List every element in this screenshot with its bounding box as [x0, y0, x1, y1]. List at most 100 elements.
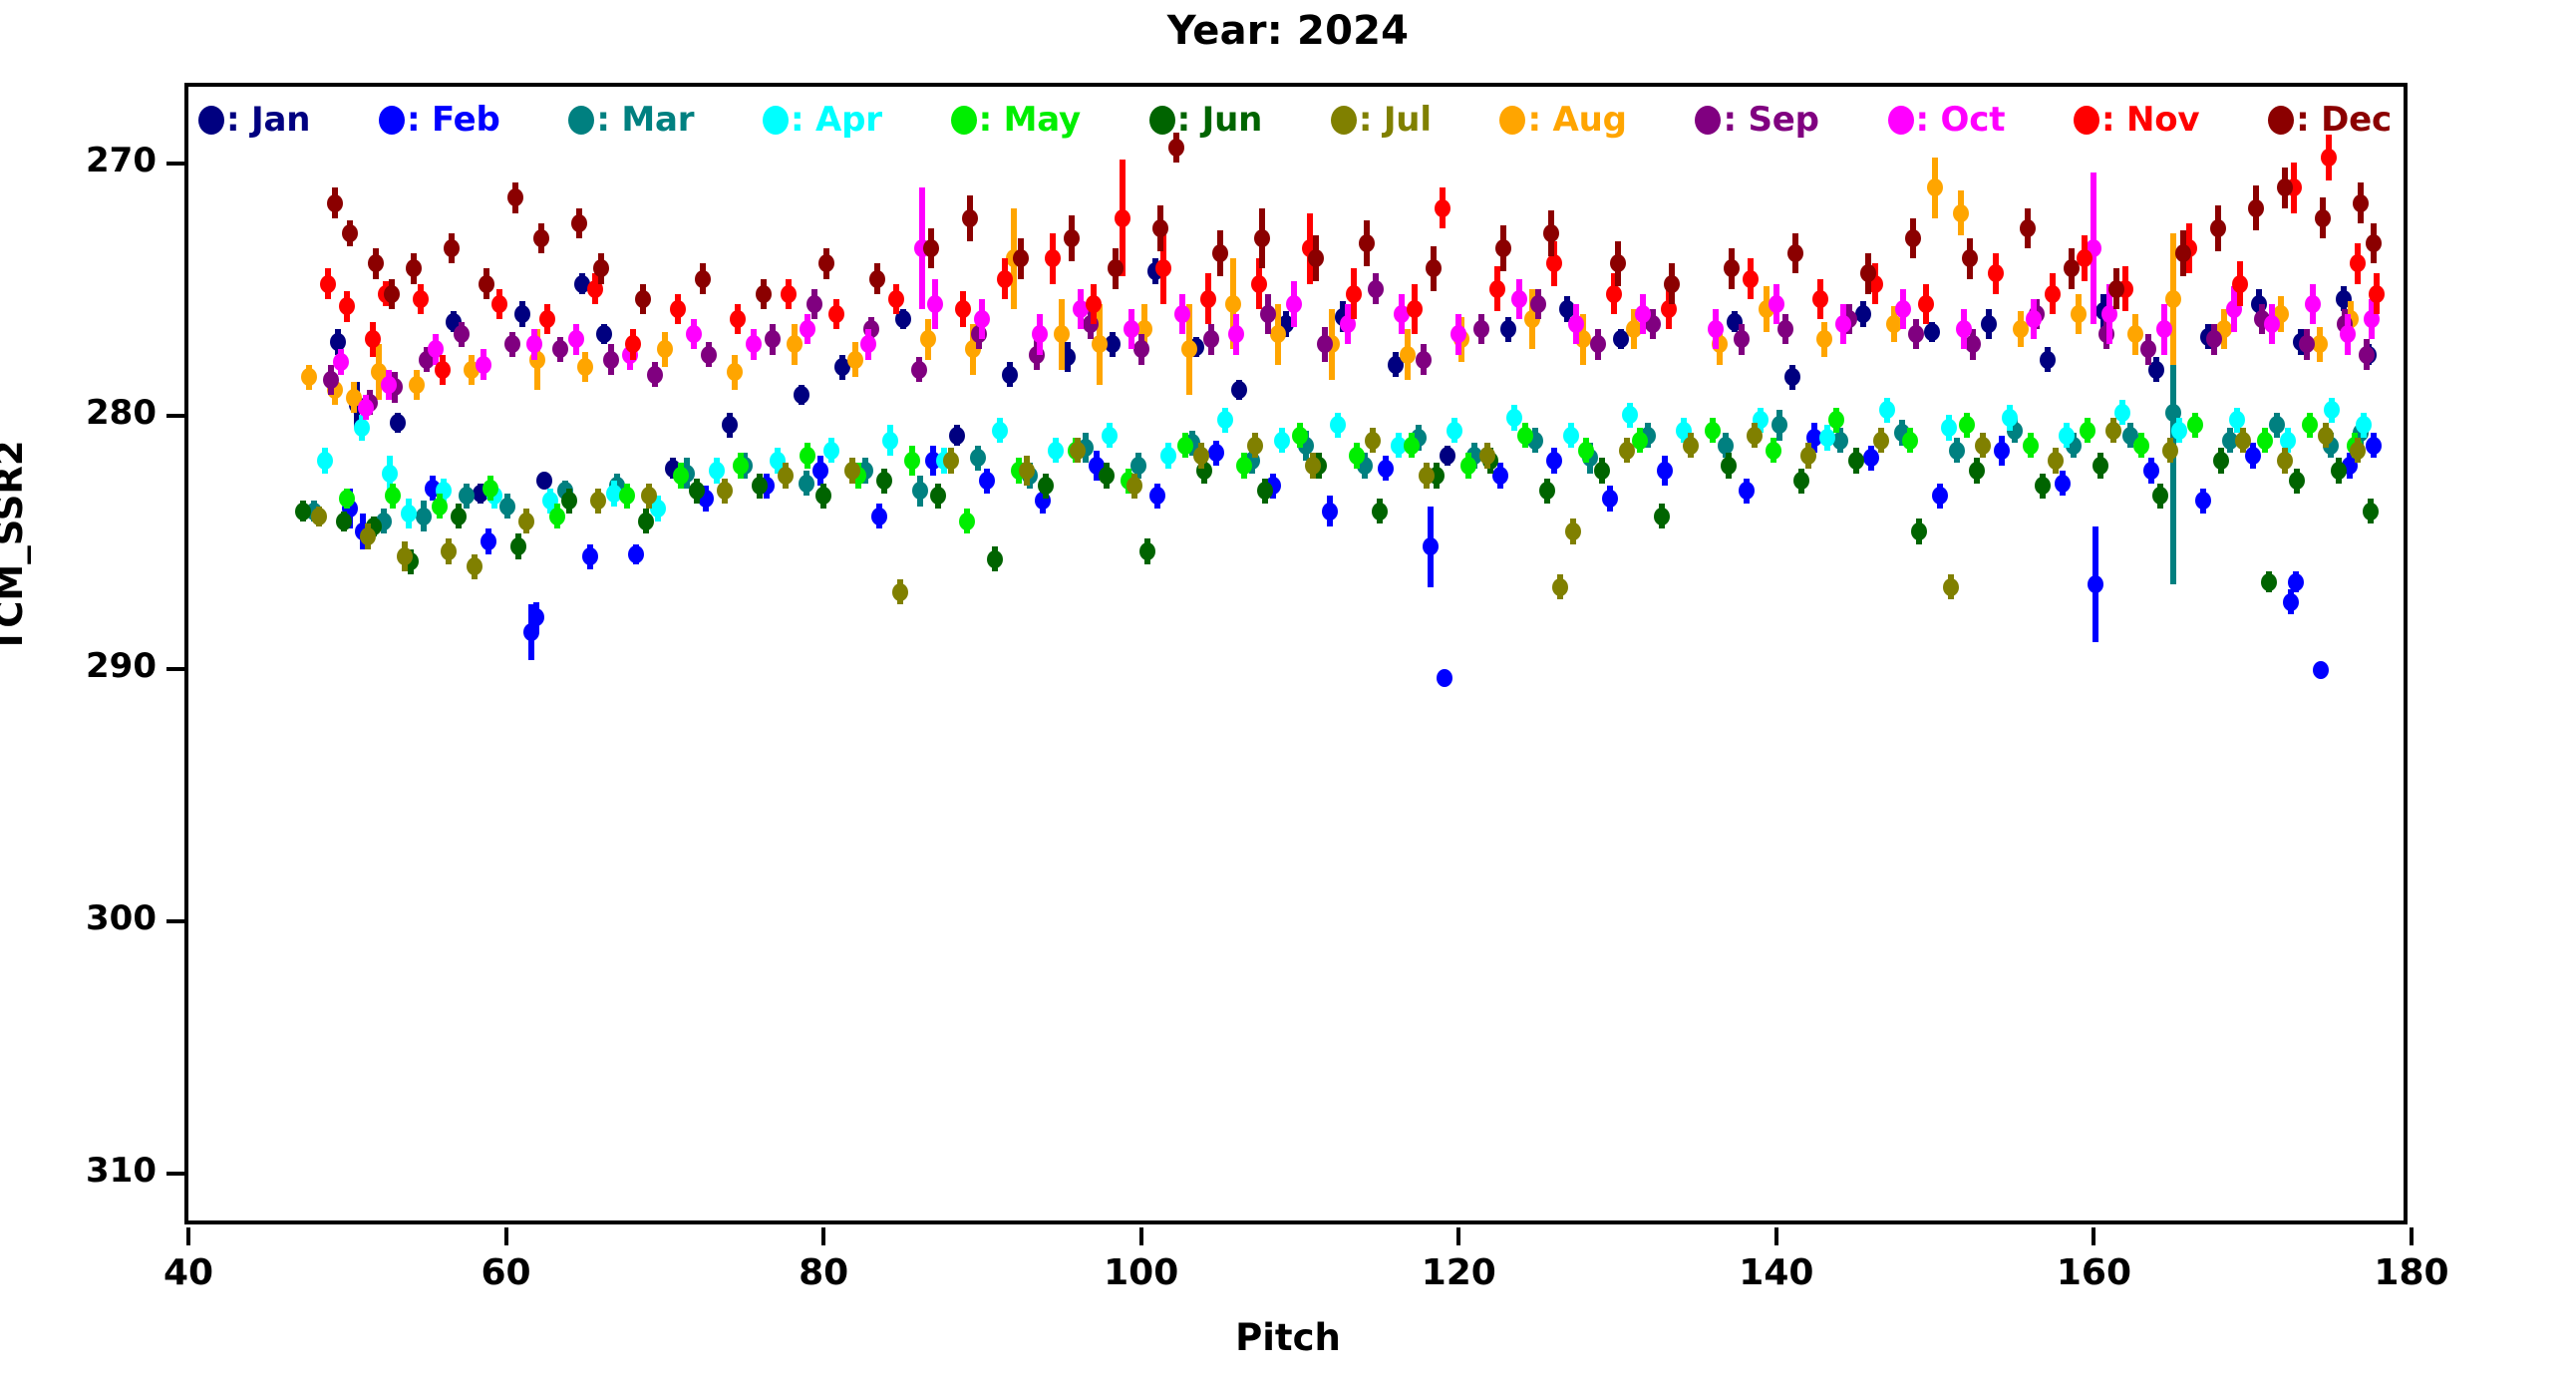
y-tick-label: 300	[86, 898, 157, 939]
data-point	[382, 464, 399, 483]
y-tick-label: 290	[86, 645, 157, 686]
data-point	[1834, 315, 1851, 334]
data-point	[2349, 441, 2366, 460]
data-point	[2362, 502, 2379, 520]
data-point	[2324, 401, 2341, 420]
data-point	[1260, 304, 1277, 323]
data-point	[1619, 441, 1636, 460]
y-tick-mark	[166, 919, 184, 924]
data-point	[326, 193, 343, 212]
data-point	[2161, 441, 2178, 460]
legend-item-jan[interactable]: : Jan	[198, 100, 310, 140]
data-point	[847, 350, 863, 369]
data-point	[1895, 299, 1912, 318]
data-point	[733, 456, 750, 475]
data-point	[1322, 502, 1339, 520]
data-point	[1733, 330, 1750, 349]
x-tick-label: 160	[2056, 1252, 2131, 1293]
data-point	[551, 340, 568, 359]
legend-item-aug[interactable]: : Aug	[1499, 100, 1627, 140]
data-point	[1860, 264, 1877, 283]
data-point	[777, 467, 794, 486]
data-point	[401, 505, 418, 523]
data-point	[1124, 320, 1140, 339]
data-point	[1422, 537, 1439, 556]
data-point	[1425, 259, 1442, 278]
data-point	[650, 500, 667, 519]
x-tick-mark	[503, 1227, 508, 1245]
data-point	[1931, 487, 1948, 506]
data-point	[2022, 436, 2039, 455]
data-point	[453, 325, 470, 344]
data-point	[1952, 203, 1969, 222]
data-point	[503, 335, 520, 354]
data-point	[434, 360, 451, 379]
data-point	[1568, 315, 1585, 334]
legend[interactable]: : Jan : Feb : Mar : Apr : May : Jun : Jul : Aug…	[198, 96, 2392, 144]
legend-item-sep[interactable]: : Sep	[1695, 100, 1819, 140]
data-point	[1400, 345, 1417, 364]
data-point	[1558, 299, 1575, 318]
data-point	[409, 375, 426, 394]
data-point	[1657, 462, 1674, 481]
legend-item-mar[interactable]: : Mar	[568, 100, 695, 140]
data-point	[602, 350, 619, 369]
data-point	[1901, 431, 1918, 450]
data-point	[2321, 148, 2338, 167]
legend-marker-icon	[378, 105, 405, 135]
data-point	[859, 335, 876, 354]
data-point	[320, 274, 337, 293]
legend-item-dec[interactable]: : Dec	[2268, 100, 2392, 140]
data-point	[1167, 138, 1184, 157]
legend-item-oct[interactable]: : Oct	[1887, 100, 2005, 140]
legend-marker-icon	[198, 105, 224, 135]
data-point	[1793, 472, 1810, 491]
data-point	[2340, 325, 2357, 344]
data-point	[1705, 421, 1722, 440]
data-point	[818, 254, 835, 273]
data-point	[2289, 472, 2306, 491]
legend-item-feb[interactable]: : Feb	[378, 100, 500, 140]
data-point	[746, 335, 763, 354]
data-point	[640, 487, 657, 506]
legend-item-may[interactable]: : May	[950, 100, 1081, 140]
data-point	[548, 507, 565, 525]
data-point	[958, 512, 975, 530]
legend-item-nov[interactable]: : Nov	[2073, 100, 2200, 140]
data-point	[1358, 234, 1375, 253]
data-point	[815, 487, 832, 506]
legend-label: : Jan	[226, 100, 311, 140]
legend-item-jul[interactable]: : Jul	[1330, 100, 1432, 140]
legend-item-apr[interactable]: : Apr	[763, 100, 882, 140]
data-point	[910, 360, 927, 379]
data-point	[412, 289, 429, 308]
data-point	[1965, 335, 1982, 354]
data-point	[1917, 294, 1934, 313]
data-point	[1038, 477, 1055, 496]
data-point	[593, 259, 610, 278]
data-point	[979, 472, 996, 491]
data-point	[2317, 426, 2334, 445]
data-point	[2353, 193, 2370, 212]
data-point	[364, 330, 381, 349]
legend-marker-icon	[2268, 105, 2295, 135]
data-point	[1593, 462, 1610, 481]
data-point	[656, 340, 673, 359]
data-point	[2364, 310, 2381, 329]
legend-item-jun[interactable]: : Jun	[1148, 100, 1262, 140]
data-point	[991, 421, 1008, 440]
data-point	[1478, 446, 1495, 465]
data-point	[1708, 320, 1725, 339]
data-point	[1044, 249, 1061, 268]
data-point	[535, 472, 552, 491]
data-point	[2070, 304, 2087, 323]
data-point	[345, 388, 362, 407]
data-point	[1949, 441, 1966, 460]
data-point	[2165, 403, 2182, 422]
data-point	[920, 330, 937, 349]
data-point	[1783, 368, 1800, 387]
data-point	[1269, 325, 1286, 344]
data-point	[923, 239, 940, 258]
data-point	[2260, 572, 2277, 591]
data-point	[428, 340, 445, 359]
